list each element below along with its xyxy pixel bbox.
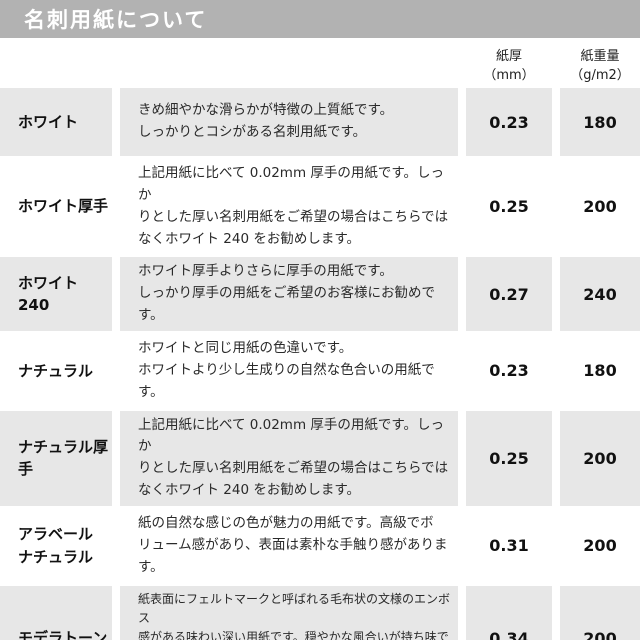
header-spacer-name — [0, 38, 112, 88]
paper-weight-value: 200 — [583, 197, 617, 217]
header-spacer-description — [120, 38, 458, 88]
paper-description: ホワイト厚手よりさらに厚手の用紙です。 しっかり厚手の用紙をご希望のお客様にお勧… — [120, 257, 458, 332]
table-row: ホワイト 240 ホワイト厚手よりさらに厚手の用紙です。 しっかり厚手の用紙をご… — [0, 257, 640, 332]
paper-description: ホワイトと同じ用紙の色違いです。 ホワイトより少し生成りの自然な色合いの用紙です… — [138, 340, 435, 400]
table-row: アラベール ナチュラル 紙の自然な感じの色が魅力の用紙です。高級でボ リューム感… — [0, 509, 640, 583]
paper-thickness-value: 0.31 — [489, 536, 529, 556]
thickness-header-label: 紙厚 — [495, 48, 522, 64]
paper-weight-value: 200 — [560, 410, 640, 507]
paper-weight-value: 240 — [560, 257, 640, 332]
paper-name: ナチュラル厚手 — [0, 410, 112, 507]
table-row: モデラトーン 紙表面にフェルトマークと呼ばれる毛布状の文様のエンボス 感がある味… — [0, 585, 640, 640]
weight-header-label: 紙重量 — [580, 48, 620, 64]
paper-name: アラベール ナチュラル — [18, 525, 94, 566]
table-row: ナチュラル ホワイトと同じ用紙の色違いです。 ホワイトより少し生成りの自然な色合… — [0, 334, 640, 408]
paper-description: 上記用紙に比べて 0.02mm 厚手の用紙です。しっか りとした厚い名刺用紙をご… — [120, 410, 458, 507]
page-title-bar: 名刺用紙について — [0, 0, 640, 38]
paper-description: 紙表面にフェルトマークと呼ばれる毛布状の文様のエンボス 感がある味わい深い用紙で… — [120, 585, 458, 640]
paper-thickness-value: 0.25 — [489, 197, 529, 217]
page-title: 名刺用紙について — [24, 8, 208, 32]
paper-description: きめ細やかな滑らかが特徴の上質紙です。 しっかりとコシがある名刺用紙です。 — [120, 88, 458, 156]
paper-weight-value: 180 — [583, 361, 617, 381]
table-row: ホワイト きめ細やかな滑らかが特徴の上質紙です。 しっかりとコシがある名刺用紙で… — [0, 88, 640, 156]
paper-thickness-value: 0.27 — [466, 257, 552, 332]
paper-name: ホワイト厚手 — [18, 197, 109, 216]
table-row: ナチュラル厚手 上記用紙に比べて 0.02mm 厚手の用紙です。しっか りとした… — [0, 410, 640, 507]
column-header-weight: 紙重量 （g/m2） — [560, 38, 640, 88]
paper-thickness-value: 0.25 — [466, 410, 552, 507]
paper-weight-value: 180 — [560, 88, 640, 156]
table-header-row: 紙厚 （mm） 紙重量 （g/m2） — [0, 38, 640, 88]
paper-name: ナチュラル — [18, 361, 94, 380]
paper-name: ホワイト — [0, 88, 112, 156]
paper-thickness-value: 0.34 — [466, 585, 552, 640]
paper-weight-value: 200 — [560, 585, 640, 640]
paper-description: 紙の自然な感じの色が魅力の用紙です。高級でボ リューム感があり、表面は素朴な手触… — [138, 515, 448, 575]
paper-name: モデラトーン — [0, 585, 112, 640]
paper-thickness-value: 0.23 — [489, 361, 529, 381]
table-row: ホワイト厚手 上記用紙に比べて 0.02mm 厚手の用紙です。しっか りとした厚… — [0, 159, 640, 254]
paper-name: ホワイト 240 — [0, 257, 112, 332]
paper-thickness-value: 0.23 — [466, 88, 552, 156]
paper-description: 上記用紙に比べて 0.02mm 厚手の用紙です。しっか りとした厚い名刺用紙をご… — [138, 165, 449, 247]
weight-header-unit: （g/m2） — [570, 68, 630, 83]
paper-weight-value: 200 — [583, 536, 617, 556]
column-header-thickness: 紙厚 （mm） — [466, 38, 552, 88]
thickness-header-unit: （mm） — [483, 68, 535, 83]
